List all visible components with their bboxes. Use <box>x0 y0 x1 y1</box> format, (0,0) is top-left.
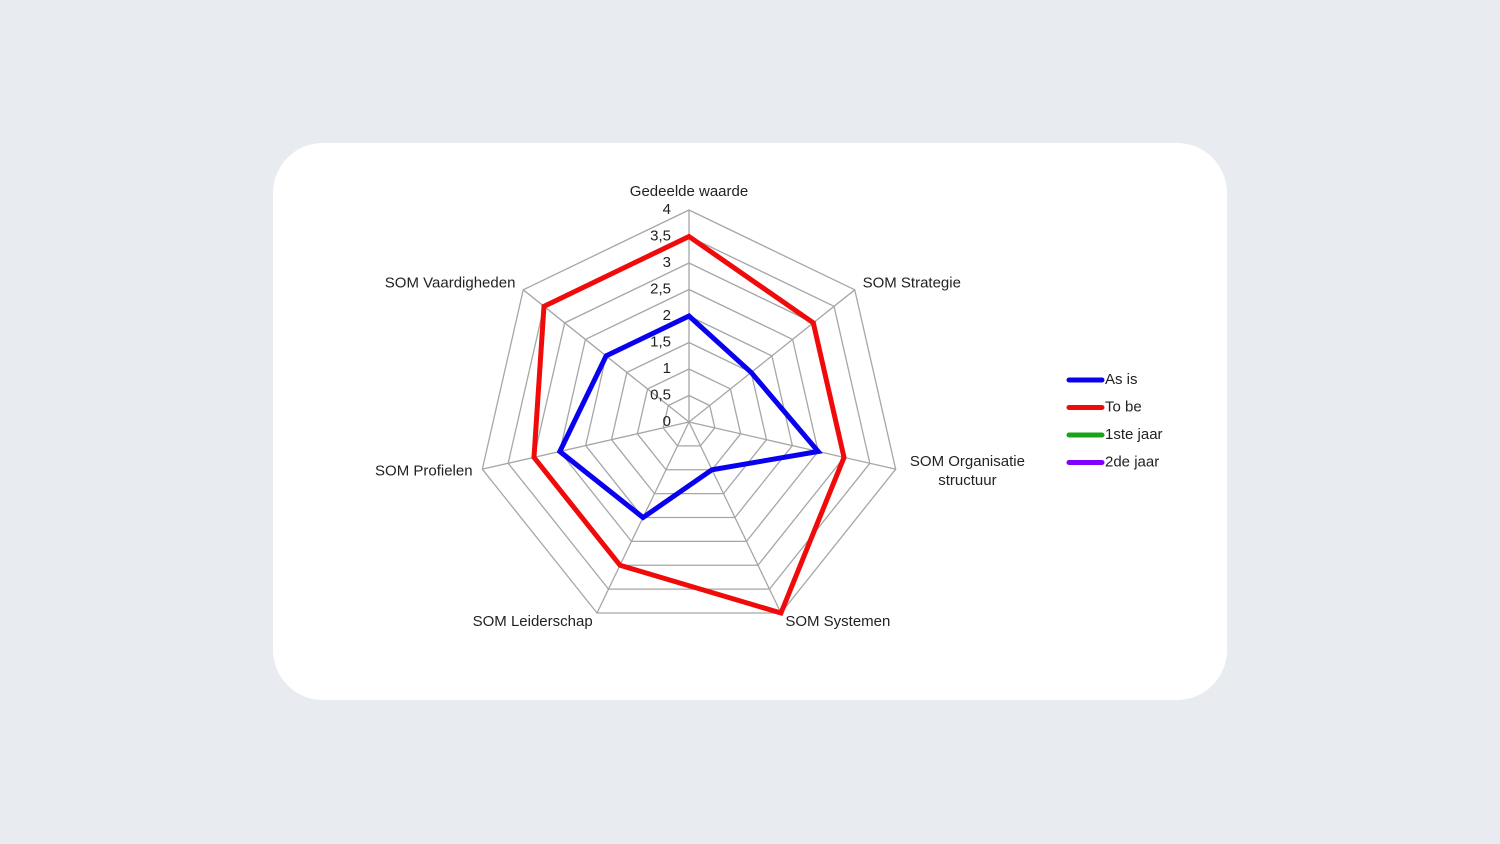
legend-label: 2de jaar <box>1105 453 1159 470</box>
radial-tick-label: 1 <box>663 360 671 377</box>
radial-tick-label: 0,5 <box>650 386 671 403</box>
card <box>273 143 1227 700</box>
category-label: SOM Vaardigheden <box>385 275 516 292</box>
category-label: Gedeelde waarde <box>630 183 748 200</box>
radial-tick-label: 3 <box>663 254 671 271</box>
grid-ring <box>662 394 716 447</box>
category-label: SOM Leiderschap <box>473 613 593 630</box>
category-label: SOM Systemen <box>785 613 890 630</box>
grid-ring <box>507 235 871 590</box>
radial-tick-label: 2 <box>663 307 671 324</box>
radial-tick-label: 3,5 <box>650 227 671 244</box>
radial-tick-label: 0 <box>663 413 671 430</box>
legend-label: To be <box>1105 398 1142 415</box>
radial-tick-label: 4 <box>663 201 671 218</box>
category-label: SOM Strategie <box>863 275 961 292</box>
legend-label: 1ste jaar <box>1105 426 1163 443</box>
grid-ring <box>610 341 768 495</box>
spoke <box>688 289 856 423</box>
spoke <box>482 421 690 470</box>
category-label: SOM Organisatie structuur <box>910 453 1025 489</box>
series-line <box>531 233 847 617</box>
grid-ring <box>584 315 794 519</box>
radial-tick-label: 1,5 <box>650 333 671 350</box>
spoke <box>688 421 782 614</box>
radial-tick-label: 2,5 <box>650 280 671 297</box>
spoke <box>688 421 896 470</box>
legend-label: As is <box>1105 371 1138 388</box>
grid-ring <box>481 209 897 614</box>
grid-ring <box>559 288 819 543</box>
category-label: SOM Profielen <box>375 462 473 479</box>
grid-ring <box>636 368 742 471</box>
series-line <box>556 313 823 521</box>
